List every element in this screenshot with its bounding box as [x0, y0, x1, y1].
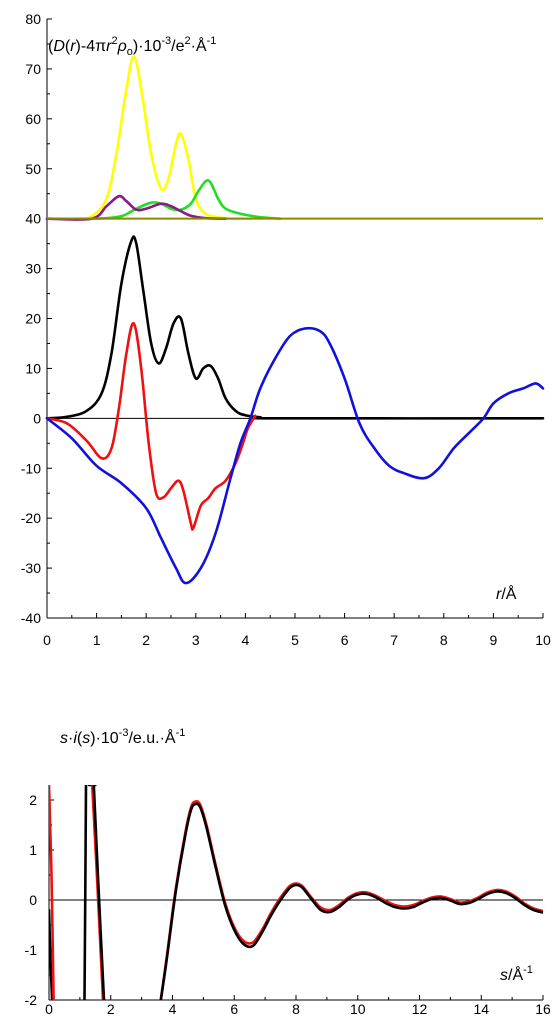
y-tick-label: 80 — [25, 11, 41, 27]
x-tick-label: 2 — [142, 632, 150, 648]
x-tick-label: 14 — [473, 1001, 489, 1017]
x-tick-label: 8 — [440, 632, 448, 648]
bottom-y-axis-label: s·i(s)·10-3/e.u.·Å-1 — [60, 727, 185, 747]
x-tick-label: 6 — [341, 632, 349, 648]
series-yellow-line — [45, 55, 252, 221]
x-tick-label: 10 — [535, 632, 551, 648]
y-tick-label: -2 — [25, 992, 38, 1008]
y-tick-label: 10 — [25, 360, 41, 376]
y-tick-label: -20 — [21, 510, 41, 526]
x-tick-label: 8 — [292, 1001, 300, 1017]
low-s-trace-black — [83, 785, 88, 1000]
series-black-line — [45, 235, 545, 420]
y-tick-label: -30 — [21, 560, 41, 576]
x-tick-label: 16 — [535, 1001, 551, 1017]
bottom-x-axis-label: s/Å-1 — [500, 964, 533, 984]
low-s-trace-black — [92, 785, 106, 1000]
top-x-ticks: 0 1 2 3 4 5 6 7 8 9 10 — [43, 613, 551, 648]
low-s-trace-black — [49, 908, 54, 1000]
y-tick-label: 20 — [25, 311, 41, 327]
bottom-y-ticks: -2 -1 0 1 2 — [25, 792, 54, 1008]
series-blue-line — [45, 326, 545, 585]
y-tick-label: 0 — [29, 892, 37, 908]
x-tick-label: 0 — [43, 632, 51, 648]
x-tick-label: 12 — [412, 1001, 428, 1017]
top-y-axis-label: (D(r)-4πr2ρo)·10-3/e2·Å-1 — [48, 35, 216, 58]
x-tick-label: 7 — [390, 632, 398, 648]
x-tick-label: 10 — [350, 1001, 366, 1017]
low-s-trace-red — [49, 785, 55, 1000]
y-tick-label: 30 — [25, 261, 41, 277]
y-tick-label: 70 — [25, 61, 41, 77]
x-tick-label: 0 — [45, 1001, 53, 1017]
series-green-line — [45, 178, 282, 221]
y-tick-label: 1 — [29, 842, 37, 858]
bottom-x-ticks: 0 2 4 6 8 10 12 14 16 — [45, 995, 551, 1017]
series-red-line — [45, 322, 257, 531]
x-tick-label: 4 — [169, 1001, 177, 1017]
x-tick-label: 4 — [242, 632, 250, 648]
x-tick-label: 5 — [291, 632, 299, 648]
top-series — [45, 55, 545, 585]
series-red-line — [159, 800, 543, 1000]
top-y-ticks: -40 -30 -20 -10 0 10 20 30 40 50 60 70 80 — [21, 11, 52, 626]
x-tick-label: 1 — [93, 632, 101, 648]
series-black-line — [159, 802, 543, 1000]
y-tick-label: 60 — [25, 111, 41, 127]
x-tick-label: 9 — [490, 632, 498, 648]
y-tick-label: -10 — [21, 460, 41, 476]
top-chart: -40 -30 -20 -10 0 10 20 30 40 50 60 70 80 0 1 2 3 4 5 6 7 8 9… — [21, 11, 551, 648]
y-tick-label: -1 — [25, 942, 38, 958]
x-tick-label: 2 — [107, 1001, 115, 1017]
y-tick-label: 50 — [25, 161, 41, 177]
top-x-axis-label: r/Å — [496, 584, 517, 603]
y-tick-label: 2 — [29, 792, 37, 808]
y-tick-label: 40 — [25, 211, 41, 227]
series-purple-line — [45, 194, 227, 221]
bottom-series — [49, 785, 543, 1000]
y-tick-label: -40 — [21, 610, 41, 626]
x-tick-label: 6 — [230, 1001, 238, 1017]
x-tick-label: 3 — [192, 632, 200, 648]
y-tick-label: 0 — [33, 410, 41, 426]
